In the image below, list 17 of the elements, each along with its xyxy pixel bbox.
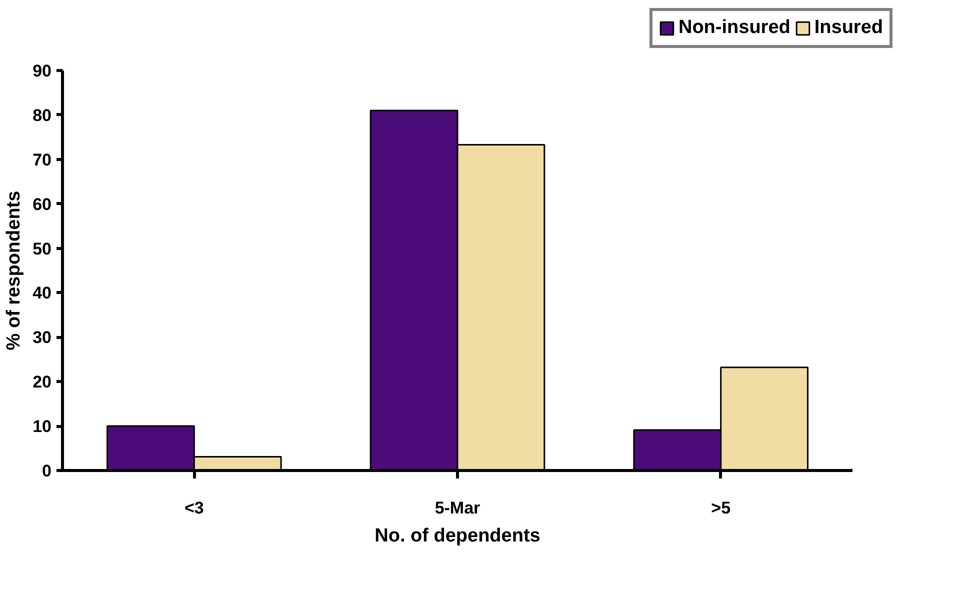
x-axis-title: No. of dependents [374,526,540,546]
x-tick-label: 5-Mar [434,498,481,518]
y-axis-title: % of respondents [4,190,25,350]
y-tick-label: 50 [32,239,52,258]
y-tick-label: 10 [32,417,52,436]
y-tick-label: 70 [32,150,52,170]
legend-label: Non-insured [678,17,790,39]
y-tick-label: 60 [32,194,52,214]
x-tick-label: <3 [184,498,204,518]
y-tick-label: 20 [32,372,52,392]
y-tick-label: 30 [32,328,52,348]
x-tick-label: >5 [711,498,731,518]
legend-label: Insured [814,17,883,39]
y-tick-label: 40 [32,284,52,303]
y-tick-label: 0 [42,462,52,480]
y-tick-label: 80 [32,106,52,125]
y-tick-label: 90 [32,62,52,80]
